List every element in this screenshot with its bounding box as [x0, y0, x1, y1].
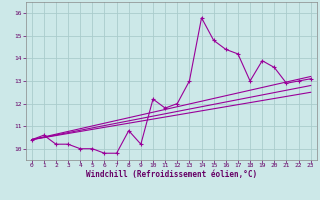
X-axis label: Windchill (Refroidissement éolien,°C): Windchill (Refroidissement éolien,°C)	[86, 170, 257, 179]
